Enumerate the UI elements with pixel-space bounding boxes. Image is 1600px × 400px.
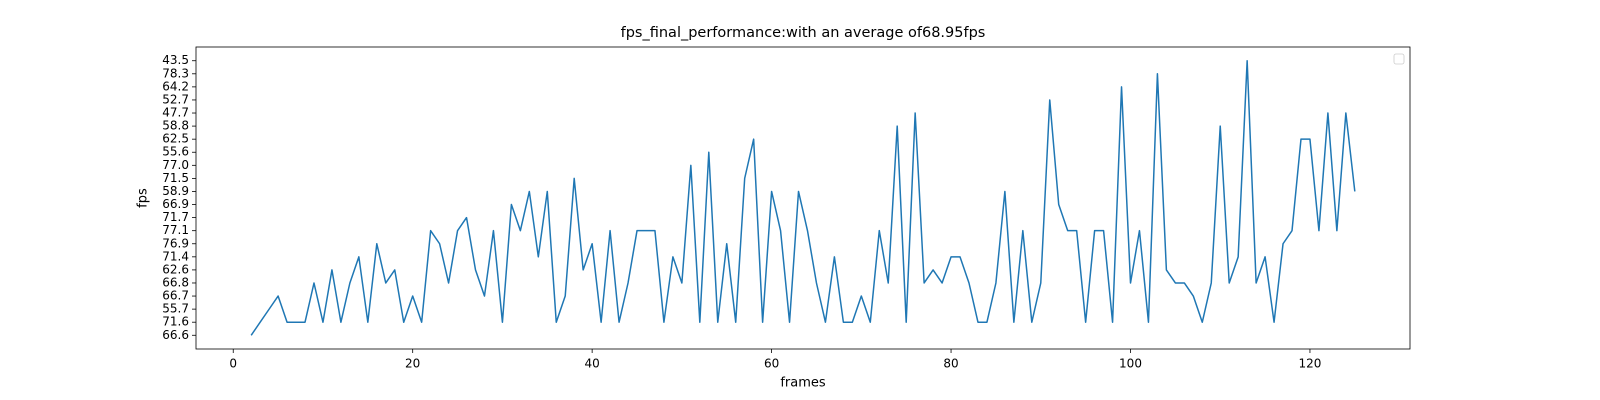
y-tick-label: 71.6 bbox=[162, 315, 189, 329]
y-tick-label: 66.8 bbox=[162, 275, 189, 289]
y-tick-label: 77.0 bbox=[162, 158, 189, 172]
y-tick-label: 64.2 bbox=[162, 79, 189, 93]
x-axis-label: frames bbox=[780, 376, 826, 391]
y-tick-label: 62.5 bbox=[162, 132, 189, 146]
y-tick-label: 66.6 bbox=[162, 328, 189, 342]
y-tick-label: 76.9 bbox=[162, 236, 189, 250]
y-tick-label: 77.1 bbox=[162, 223, 189, 237]
y-tick-label: 71.7 bbox=[162, 210, 189, 224]
x-tick-label: 0 bbox=[229, 357, 237, 371]
y-tick-label: 58.8 bbox=[162, 119, 189, 133]
y-tick-label: 52.7 bbox=[162, 92, 189, 106]
series-line bbox=[250, 59, 1356, 336]
x-tick-label: 100 bbox=[1119, 357, 1142, 371]
y-tick-label: 71.4 bbox=[162, 249, 189, 263]
x-tick-label: 60 bbox=[764, 357, 779, 371]
y-tick-label: 62.6 bbox=[162, 262, 189, 276]
legend bbox=[1393, 53, 1405, 65]
y-tick-label: 47.7 bbox=[162, 106, 189, 120]
y-axis-label: fps bbox=[136, 188, 151, 208]
y-tick-label: 66.7 bbox=[162, 289, 189, 303]
chart-title: fps_final_performance:with an average of… bbox=[621, 25, 986, 41]
y-tick-label: 43.5 bbox=[162, 53, 189, 67]
y-tick-label: 55.6 bbox=[162, 145, 189, 159]
y-tick-label: 78.3 bbox=[162, 66, 189, 80]
y-tick-label: 55.7 bbox=[162, 302, 189, 316]
y-tick-label: 71.5 bbox=[162, 171, 189, 185]
x-tick-label: 40 bbox=[585, 357, 600, 371]
x-tick-label: 20 bbox=[405, 357, 420, 371]
y-tick-label: 66.9 bbox=[162, 197, 189, 211]
y-tick-label: 58.9 bbox=[162, 184, 189, 198]
x-tick-label: 80 bbox=[943, 357, 958, 371]
plot-area bbox=[195, 46, 1411, 350]
x-tick-label: 120 bbox=[1299, 357, 1322, 371]
